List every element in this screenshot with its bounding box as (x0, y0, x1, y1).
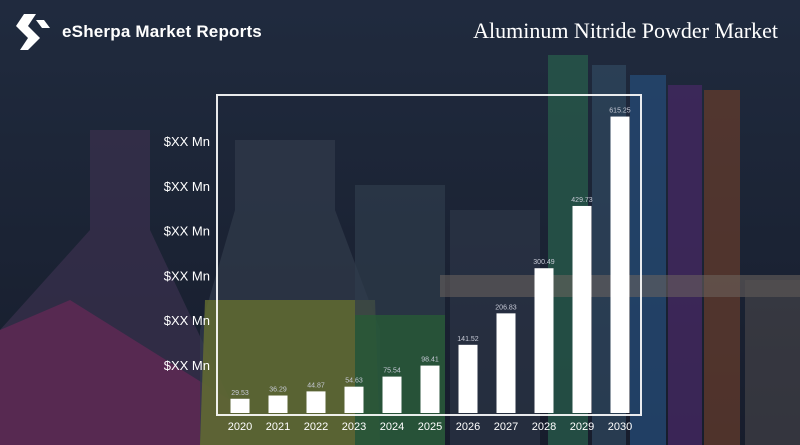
x-tick-label-2029: 2029 (570, 421, 594, 433)
x-tick-label-2030: 2030 (608, 421, 632, 433)
x-tick-label-2026: 2026 (456, 421, 480, 433)
x-tick-label-2020: 2020 (228, 421, 252, 433)
data-label-2022: 44.87 (307, 382, 325, 389)
bar-2020 (230, 398, 250, 413)
bar-2029 (572, 205, 592, 413)
y-tick-label: $XX Mn (164, 268, 210, 283)
plot-frame (216, 94, 642, 416)
x-tick-label-2021: 2021 (266, 421, 290, 433)
x-tick-label-2022: 2022 (304, 421, 328, 433)
esherpa-logo-icon (16, 14, 50, 50)
data-label-2020: 29.53 (231, 390, 249, 397)
bar-2027 (496, 313, 516, 413)
brand-name: eSherpa Market Reports (62, 22, 262, 41)
bar-2021 (268, 395, 288, 413)
data-label-2024: 75.54 (383, 368, 401, 375)
chart-title: Aluminum Nitride Powder Market (473, 18, 778, 43)
bar-2030 (610, 116, 630, 413)
brand: eSherpa Market Reports (10, 10, 280, 54)
y-tick-label: $XX Mn (164, 313, 210, 328)
data-label-2027: 206.83 (495, 304, 517, 311)
data-label-2028: 300.49 (533, 259, 555, 266)
bar-2023 (344, 386, 364, 413)
data-label-2023: 54.63 (345, 378, 363, 385)
bar-2024 (382, 376, 402, 413)
bar-2022 (306, 391, 326, 413)
x-tick-label-2025: 2025 (418, 421, 442, 433)
y-tick-label: $XX Mn (164, 134, 210, 149)
data-label-2030: 615.25 (609, 108, 631, 115)
data-label-2025: 98.41 (421, 357, 439, 364)
x-tick-label-2023: 2023 (342, 421, 366, 433)
bar-2026 (458, 344, 478, 413)
x-tick-label-2028: 2028 (532, 421, 556, 433)
bar-2025 (420, 365, 440, 413)
data-label-2021: 36.29 (269, 387, 287, 394)
x-tick-label-2024: 2024 (380, 421, 404, 433)
bar-2028 (534, 268, 554, 413)
data-label-2029: 429.73 (571, 197, 593, 204)
x-tick-label-2027: 2027 (494, 421, 518, 433)
y-tick-label: $XX Mn (164, 179, 210, 194)
y-tick-label: $XX Mn (164, 358, 210, 373)
data-label-2026: 141.52 (457, 336, 479, 343)
y-tick-label: $XX Mn (164, 224, 210, 239)
